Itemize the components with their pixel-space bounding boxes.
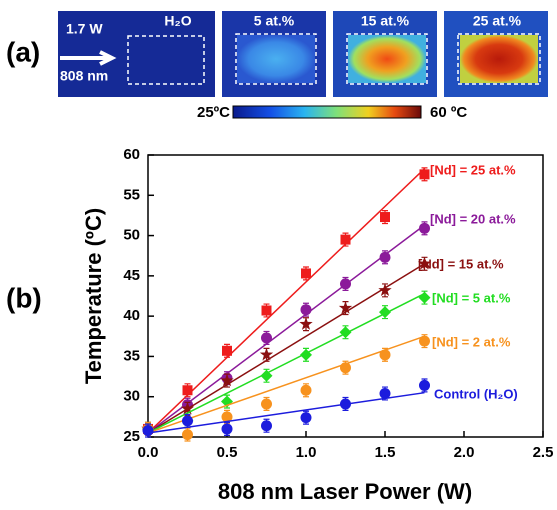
figure: (a) 1.7 W 808 nm H₂O 5 at.% 15 at.% 25 a…: [0, 0, 557, 505]
x-tick-label: 0.5: [217, 444, 238, 461]
image-label: 25 at.%: [473, 13, 522, 29]
marker: [419, 292, 431, 304]
x-tick-label: 2.5: [533, 444, 554, 461]
marker: [261, 332, 272, 343]
heat-spot: [460, 35, 538, 83]
x-tick-label: 2.0: [454, 444, 475, 461]
marker: [222, 423, 233, 434]
image-label: H₂O: [164, 13, 191, 29]
image-label: 15 at.%: [361, 13, 410, 29]
y-axis-title: Temperature (ºC): [81, 208, 106, 384]
marker: [380, 252, 391, 263]
series-label: [Nd] = 5 at.%: [432, 290, 511, 305]
marker: [419, 380, 430, 391]
y-tick-label: 35: [123, 347, 140, 364]
marker: [261, 420, 272, 431]
marker: [340, 362, 351, 373]
marker: [419, 223, 430, 234]
series-label: Control (H₂O): [434, 386, 518, 401]
marker: [301, 304, 312, 315]
x-tick-label: 1.0: [296, 444, 317, 461]
y-tick-label: 25: [123, 428, 140, 445]
marker: [261, 398, 272, 409]
colorbar: [233, 106, 421, 118]
marker: [222, 346, 232, 356]
y-tick-label: 40: [123, 307, 140, 324]
y-tick-label: 30: [123, 388, 140, 405]
marker: [380, 212, 390, 222]
heat-spot: [237, 35, 315, 83]
marker: [340, 278, 351, 289]
panel-label: (b): [6, 282, 42, 313]
panel-label: (a): [6, 36, 40, 67]
marker: [301, 268, 311, 278]
series-label: [Nd] = 2 at.%: [432, 334, 511, 349]
marker: [182, 415, 193, 426]
series-label: [Nd] = 15 at.%: [418, 256, 504, 271]
y-tick-label: 60: [123, 146, 140, 163]
panel-a: (a) 1.7 W 808 nm H₂O 5 at.% 15 at.% 25 a…: [6, 11, 548, 121]
y-tick-label: 55: [123, 186, 140, 203]
marker: [341, 235, 351, 245]
colorbar-max: 60 ºC: [430, 104, 467, 121]
heat-spot: [348, 35, 426, 83]
power-label: 1.7 W: [66, 21, 103, 37]
x-axis-title: 808 nm Laser Power (W): [218, 479, 472, 504]
y-tick-label: 50: [123, 227, 140, 244]
series-label: [Nd] = 25 at.%: [430, 162, 516, 177]
image-label: 5 at.%: [254, 13, 295, 29]
marker: [380, 388, 391, 399]
x-tick-label: 1.5: [375, 444, 396, 461]
marker: [262, 306, 272, 316]
y-tick-label: 45: [123, 267, 140, 284]
x-tick-label: 0.0: [138, 444, 159, 461]
marker: [301, 385, 312, 396]
series-label: [Nd] = 20 at.%: [430, 211, 516, 226]
marker: [340, 398, 351, 409]
marker: [420, 169, 430, 179]
colorbar-min: 25ºC: [197, 104, 230, 121]
marker: [301, 412, 312, 423]
marker: [340, 326, 352, 338]
marker: [419, 336, 430, 347]
marker: [182, 429, 193, 440]
wavelength-label: 808 nm: [60, 68, 108, 84]
marker: [380, 349, 391, 360]
marker: [183, 385, 193, 395]
marker: [143, 425, 154, 436]
